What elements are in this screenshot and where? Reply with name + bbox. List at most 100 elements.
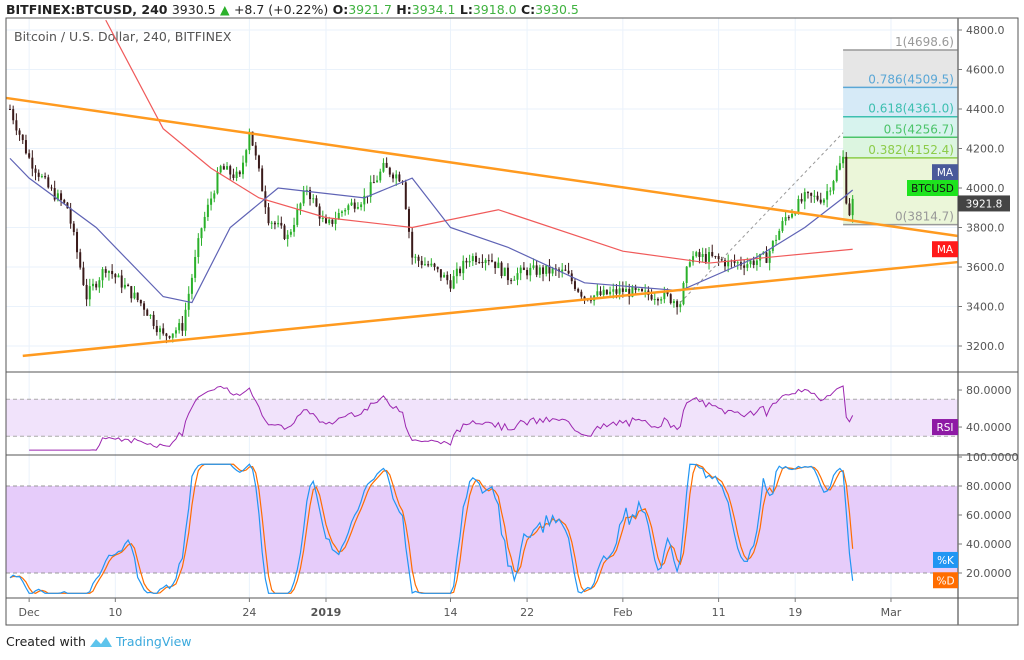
candle-body	[522, 267, 525, 270]
trendline-lower	[22, 260, 959, 358]
candle-body	[695, 252, 698, 257]
candle	[79, 248, 82, 270]
candle-body	[130, 286, 133, 299]
candle-body	[612, 289, 615, 292]
candle-body	[806, 192, 809, 194]
candle-body	[484, 260, 487, 264]
candle-body	[468, 261, 471, 263]
candle-body	[50, 187, 53, 189]
candle-body	[692, 256, 695, 263]
candle-body	[245, 150, 248, 163]
candle-body	[213, 193, 216, 199]
candle-body	[701, 254, 704, 258]
candle	[82, 261, 85, 286]
triangle-up-icon: ▲	[219, 2, 230, 17]
candle-body	[561, 269, 564, 272]
candle-body	[842, 156, 845, 164]
candle	[382, 158, 385, 173]
candle	[567, 262, 570, 275]
candle	[190, 273, 193, 300]
candle-body	[414, 256, 417, 258]
footer: Created with TradingView	[6, 634, 192, 649]
candle-body	[510, 280, 513, 282]
rsi-band	[6, 399, 958, 437]
candle	[510, 278, 513, 285]
candle-body	[791, 213, 794, 218]
candle	[695, 250, 698, 258]
candle	[797, 195, 800, 215]
candle	[85, 278, 88, 307]
candle-body	[452, 276, 455, 289]
fib-level-label: 0.5(4256.7)	[884, 122, 954, 136]
candle-body	[618, 288, 621, 294]
candle	[538, 264, 541, 278]
candle	[152, 311, 155, 330]
candle	[593, 294, 596, 306]
low-value: 3918.0	[472, 2, 517, 17]
chart-frame	[5, 17, 1019, 626]
candle-body	[688, 262, 691, 267]
candle	[420, 255, 423, 269]
candle-body	[711, 252, 714, 257]
candle	[826, 183, 829, 208]
candle	[194, 249, 197, 283]
candle	[184, 302, 187, 337]
candle	[759, 253, 762, 268]
candle	[475, 252, 478, 265]
rsi-badge	[932, 419, 958, 436]
candle-body	[149, 314, 152, 316]
candle-body	[500, 262, 503, 277]
candle-body	[602, 289, 605, 295]
candle	[775, 234, 778, 246]
candle-body	[538, 267, 541, 275]
candle-body	[12, 109, 15, 121]
candle-body	[210, 198, 213, 205]
candle	[845, 152, 848, 205]
candle	[810, 192, 813, 203]
close-value: 3930.5	[535, 2, 579, 17]
candle-body	[315, 198, 318, 207]
time-axis-label: 11	[712, 606, 726, 619]
candle	[669, 293, 672, 305]
candle	[203, 211, 206, 232]
candle-body	[82, 267, 85, 285]
ma-slow-badge-label: MA	[937, 244, 954, 256]
candle	[411, 227, 414, 265]
candle-body	[277, 222, 280, 225]
ma-fast-line	[9, 157, 854, 304]
candle	[18, 128, 21, 141]
candle	[136, 292, 139, 303]
candle	[91, 278, 94, 291]
candle-body	[37, 172, 40, 177]
candle	[806, 191, 809, 199]
candle-body	[475, 256, 478, 262]
candle-body	[851, 198, 854, 216]
candle-body	[238, 171, 241, 175]
candle-body	[794, 213, 797, 215]
candle	[24, 134, 27, 155]
candle-body	[443, 274, 446, 278]
candle	[711, 244, 714, 258]
candle-body	[194, 257, 197, 278]
candle-body	[660, 299, 663, 301]
candle-body	[60, 193, 63, 200]
candle	[723, 257, 726, 272]
high-value: 3934.1	[411, 2, 456, 17]
candle-body	[69, 208, 72, 224]
candle-body	[465, 260, 468, 263]
candle	[232, 168, 235, 181]
ma-fast-badge-label: MA	[937, 167, 954, 179]
candle	[267, 202, 270, 226]
tradingview-link[interactable]: TradingView	[115, 634, 192, 649]
candle	[462, 255, 465, 281]
candle-body	[114, 274, 117, 278]
candle	[497, 257, 500, 269]
candle-body	[229, 166, 232, 175]
last-price-badge	[958, 195, 1010, 212]
candle	[315, 195, 318, 208]
candle	[490, 253, 493, 263]
candle-body	[423, 264, 426, 266]
candle-body	[251, 131, 254, 146]
rsi-line	[29, 385, 854, 451]
